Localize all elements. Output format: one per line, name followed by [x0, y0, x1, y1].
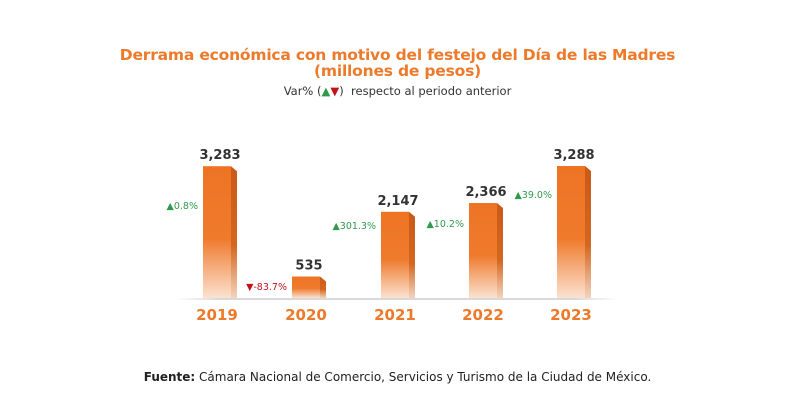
variation-label: ▲10.2%: [427, 219, 465, 230]
variation-label: ▲39.0%: [515, 190, 553, 201]
bar-side-2020: [320, 276, 326, 298]
subtitle-prefix: Var% (: [283, 84, 322, 98]
baseline: [175, 298, 620, 300]
category-label: 2019: [196, 306, 238, 324]
bar-2023: [557, 166, 585, 298]
bar-2019: [203, 166, 231, 298]
category-label: 2021: [374, 306, 416, 324]
value-label: 2,147: [377, 194, 418, 209]
value-label: 535: [295, 259, 322, 274]
bar-2020: [292, 276, 320, 298]
chart-title: Derrama económica con motivo del festejo…: [119, 46, 676, 64]
variation-label: ▲301.3%: [332, 221, 376, 232]
value-label: 2,366: [465, 185, 506, 200]
bar-2022: [469, 203, 497, 298]
value-label: 3,288: [553, 148, 594, 163]
bar-side-2022: [497, 203, 503, 298]
source-note: Fuente: Cámara Nacional de Comercio, Ser…: [0, 370, 795, 384]
up-triangle-icon: ▲: [321, 84, 331, 98]
bar-side-2023: [585, 166, 591, 298]
bar-2021: [381, 211, 409, 298]
bar-side-2021: [409, 211, 415, 298]
subtitle-suffix: ) respecto al periodo anterior: [339, 84, 512, 98]
chart-subtitle: Var% (▲▼) respecto al periodo anterior: [0, 84, 795, 98]
variation-label: ▲0.8%: [167, 201, 198, 212]
category-label: 2023: [550, 306, 592, 324]
value-label: 3,283: [199, 148, 240, 163]
down-triangle-icon: ▼: [330, 84, 340, 98]
bar-side-2019: [231, 166, 237, 298]
variation-label: ▼-83.7%: [246, 282, 287, 293]
source-label: Fuente:: [143, 370, 196, 384]
chart-title-units: (millones de pesos): [314, 62, 481, 80]
category-label: 2020: [285, 306, 327, 324]
category-label: 2022: [462, 306, 504, 324]
source-text: Cámara Nacional de Comercio, Servicios y…: [195, 370, 652, 384]
